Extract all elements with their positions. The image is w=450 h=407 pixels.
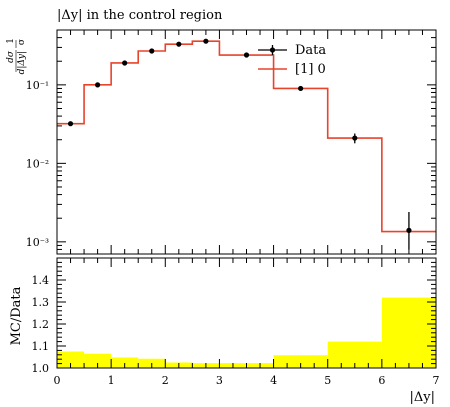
legend-mc-label: [1] 0 — [295, 62, 326, 77]
svg-text:d|Δy|: d|Δy| — [17, 51, 27, 74]
data-point — [298, 85, 304, 92]
svg-text:σ: σ — [17, 39, 27, 45]
ratio-band — [111, 357, 139, 368]
data-point — [406, 227, 412, 233]
x-tick-label: 7 — [433, 374, 440, 387]
x-tick-label: 6 — [378, 374, 385, 387]
data-point — [122, 60, 128, 66]
ratio-y-tick-label: 1.2 — [32, 318, 50, 331]
x-tick-label: 1 — [108, 374, 115, 387]
main-panel: 10⁻³ 10⁻² 10⁻¹ — [26, 29, 437, 255]
data-point — [149, 48, 155, 54]
ratio-y-axis-label: MC/Data — [9, 286, 24, 345]
ratio-y-tick-label: 1.1 — [32, 340, 50, 353]
y-axis-label: 1 σ dσ d|Δy| — [6, 38, 27, 74]
y-tick-label: 10⁻² — [26, 157, 49, 170]
mc-step-line — [57, 40, 436, 233]
svg-text:dσ: dσ — [6, 50, 16, 63]
ratio-band — [57, 351, 85, 368]
x-tick-label: 3 — [216, 374, 223, 387]
data-point — [176, 41, 182, 47]
x-tick-label: 2 — [162, 374, 169, 387]
data-point — [243, 52, 250, 58]
data-point — [203, 38, 209, 44]
data-point — [67, 121, 74, 127]
x-axis-label: |Δy| — [410, 390, 436, 405]
y-tick-label: 10⁻¹ — [26, 79, 49, 92]
data-point — [352, 135, 358, 141]
ratio-panel: 1.0 1.1 1.2 1.3 1.4 0 1 2 3 4 5 6 7 — [32, 257, 440, 387]
legend-data-label: Data — [295, 43, 326, 58]
x-tick-label: 5 — [324, 374, 331, 387]
legend-data-marker — [269, 47, 276, 53]
ratio-y-tick-label: 1.4 — [32, 274, 50, 287]
data-point — [95, 82, 101, 88]
x-tick-label: 0 — [54, 374, 61, 387]
ratio-band — [381, 297, 436, 368]
legend: Data [1] 0 — [258, 43, 326, 77]
ratio-y-tick-label: 1.0 — [32, 362, 50, 375]
x-tick-label: 4 — [270, 374, 277, 387]
chart-title: |Δy| in the control region — [57, 8, 223, 23]
y-tick-label: 10⁻³ — [26, 236, 49, 249]
svg-text:1: 1 — [6, 38, 16, 44]
ratio-band — [84, 353, 112, 368]
ratio-y-tick-label: 1.3 — [32, 296, 50, 309]
